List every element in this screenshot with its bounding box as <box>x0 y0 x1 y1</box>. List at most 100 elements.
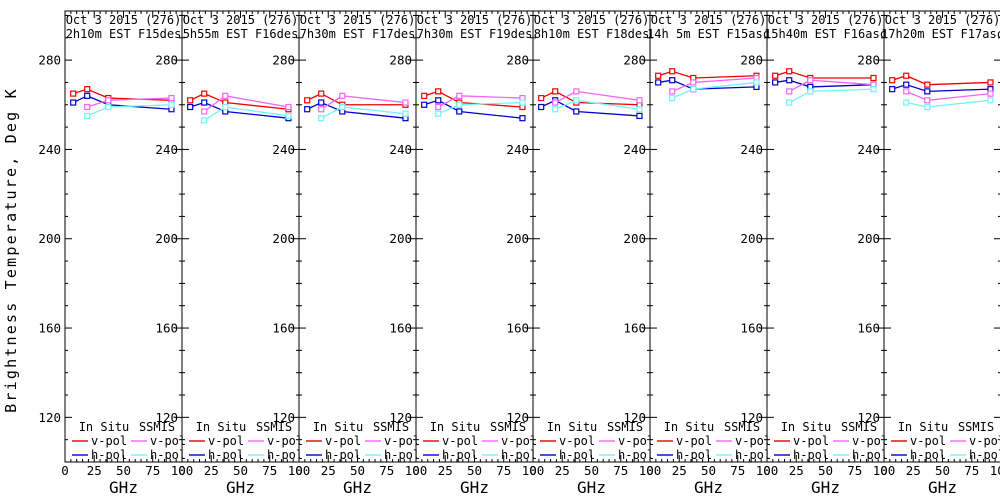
y-tick-label: 200 <box>272 231 295 246</box>
y-tick-label: 200 <box>740 231 763 246</box>
y-tick-label: 200 <box>506 231 529 246</box>
y-tick-label: 160 <box>155 321 178 336</box>
data-point-marker <box>339 92 346 99</box>
data-point-marker <box>168 94 175 102</box>
data-point-marker <box>690 86 697 93</box>
data-point-marker <box>552 106 559 113</box>
data-point-marker <box>669 77 676 84</box>
legend-group-in-situ: In Situ <box>79 420 130 434</box>
x-tick-label: 100 <box>990 463 1000 478</box>
data-point-marker <box>538 103 545 111</box>
x-tick-label: 75 <box>379 463 394 478</box>
y-axis-title: Brightness Temperature, Deg K <box>2 87 20 413</box>
y-tick-label: 240 <box>506 142 529 157</box>
legend-label: h-pol <box>150 448 186 462</box>
series-line-in_situ_v <box>891 75 991 86</box>
y-tick-label: 280 <box>623 53 646 68</box>
data-point-marker <box>903 81 910 88</box>
series-line-in_situ_v <box>657 70 757 79</box>
x-tick-label: 100 <box>405 463 428 478</box>
legend-label: h-pol <box>852 448 888 462</box>
y-tick-label: 280 <box>857 53 880 68</box>
y-tick-label: 240 <box>389 142 412 157</box>
panel-title: Oct 3 2015 (276) <box>768 13 884 27</box>
series-line-ssmis_h <box>788 88 874 104</box>
data-point-marker <box>105 103 112 111</box>
y-tick-label: 280 <box>740 53 763 68</box>
panel-6: 0 25 50 75 100 GHz 120 160 200 240 280 Oct 3 2015 (… <box>623 10 778 497</box>
data-point-marker <box>552 88 559 95</box>
data-point-marker <box>456 92 463 99</box>
panel-title: Oct 3 2015 (276) <box>300 13 416 27</box>
legend-label: h-pol <box>325 448 361 462</box>
series-line-in_situ_h <box>72 95 172 110</box>
data-point-marker <box>339 103 346 111</box>
data-point-marker <box>285 112 292 120</box>
x-tick-label: 25 <box>906 463 921 478</box>
data-point-marker <box>772 72 779 79</box>
data-point-marker <box>84 112 91 120</box>
series-line-in_situ_h <box>775 79 874 88</box>
data-point-marker <box>987 97 994 104</box>
x-axis-unit-label: GHz <box>109 478 138 497</box>
legend-group-ssmis: SSMIS <box>724 420 760 434</box>
y-tick-label: 120 <box>623 410 646 425</box>
x-tick-label: 25 <box>438 463 453 478</box>
data-point-marker <box>84 92 91 99</box>
data-point-marker <box>318 115 325 122</box>
series-line-ssmis_v <box>905 90 991 101</box>
y-tick-label: 120 <box>740 410 763 425</box>
y-tick-label: 200 <box>857 231 880 246</box>
data-point-marker <box>456 108 463 115</box>
legend-group-ssmis: SSMIS <box>139 420 175 434</box>
x-axis-unit-label: GHz <box>694 478 723 497</box>
data-point-marker <box>786 68 793 75</box>
data-point-marker <box>84 103 91 111</box>
legend-label: v-pol <box>852 434 888 448</box>
legend-label: h-pol <box>208 448 244 462</box>
legend-label: v-pol <box>676 434 712 448</box>
data-point-marker <box>786 77 793 84</box>
legend-label: v-pol <box>793 434 829 448</box>
legend-label: v-pol <box>910 434 946 448</box>
legend-label: h-pol <box>267 448 303 462</box>
panel-2: 0 25 50 75 100 GHz 120 160 200 240 280 Oct 3 2015 (… <box>155 10 310 497</box>
x-tick-label: 50 <box>584 463 599 478</box>
x-tick-label: 75 <box>730 463 745 478</box>
data-point-marker <box>573 108 580 115</box>
data-point-marker <box>304 106 311 113</box>
data-point-marker <box>70 99 77 106</box>
x-tick-label: 0 <box>763 463 771 478</box>
data-point-marker <box>636 97 643 104</box>
y-tick-label: 240 <box>155 142 178 157</box>
data-point-marker <box>421 101 428 108</box>
data-point-marker <box>187 97 194 104</box>
series-line-in_situ_h <box>658 79 757 90</box>
data-point-marker <box>435 103 442 111</box>
x-tick-label: 50 <box>935 463 950 478</box>
y-tick-label: 120 <box>506 410 529 425</box>
x-tick-label: 25 <box>321 463 336 478</box>
legend-group-in-situ: In Situ <box>196 420 247 434</box>
y-tick-label: 160 <box>740 321 763 336</box>
legend-label: v-pol <box>969 434 1000 448</box>
data-point-marker <box>924 103 931 111</box>
y-tick-label: 280 <box>272 53 295 68</box>
panel-title: Oct 3 2015 (276) <box>885 13 1000 27</box>
data-point-marker <box>304 97 311 104</box>
data-point-marker <box>870 74 877 82</box>
data-point-marker <box>903 72 910 79</box>
x-axis-unit-label: GHz <box>460 478 489 497</box>
x-tick-label: 25 <box>87 463 102 478</box>
legend-group-in-situ: In Situ <box>898 420 949 434</box>
data-point-marker <box>987 79 994 86</box>
x-tick-label: 0 <box>412 463 420 478</box>
panel-title: Oct 3 2015 (276) <box>66 13 182 27</box>
legend-label: h-pol <box>501 448 537 462</box>
legend-group-ssmis: SSMIS <box>958 420 994 434</box>
x-tick-label: 100 <box>639 463 662 478</box>
legend-label: h-pol <box>559 448 595 462</box>
panel-4: 0 25 50 75 100 GHz 120 160 200 240 280 Oct 3 2015 (… <box>389 10 544 497</box>
x-tick-label: 50 <box>818 463 833 478</box>
data-point-marker <box>786 99 793 106</box>
